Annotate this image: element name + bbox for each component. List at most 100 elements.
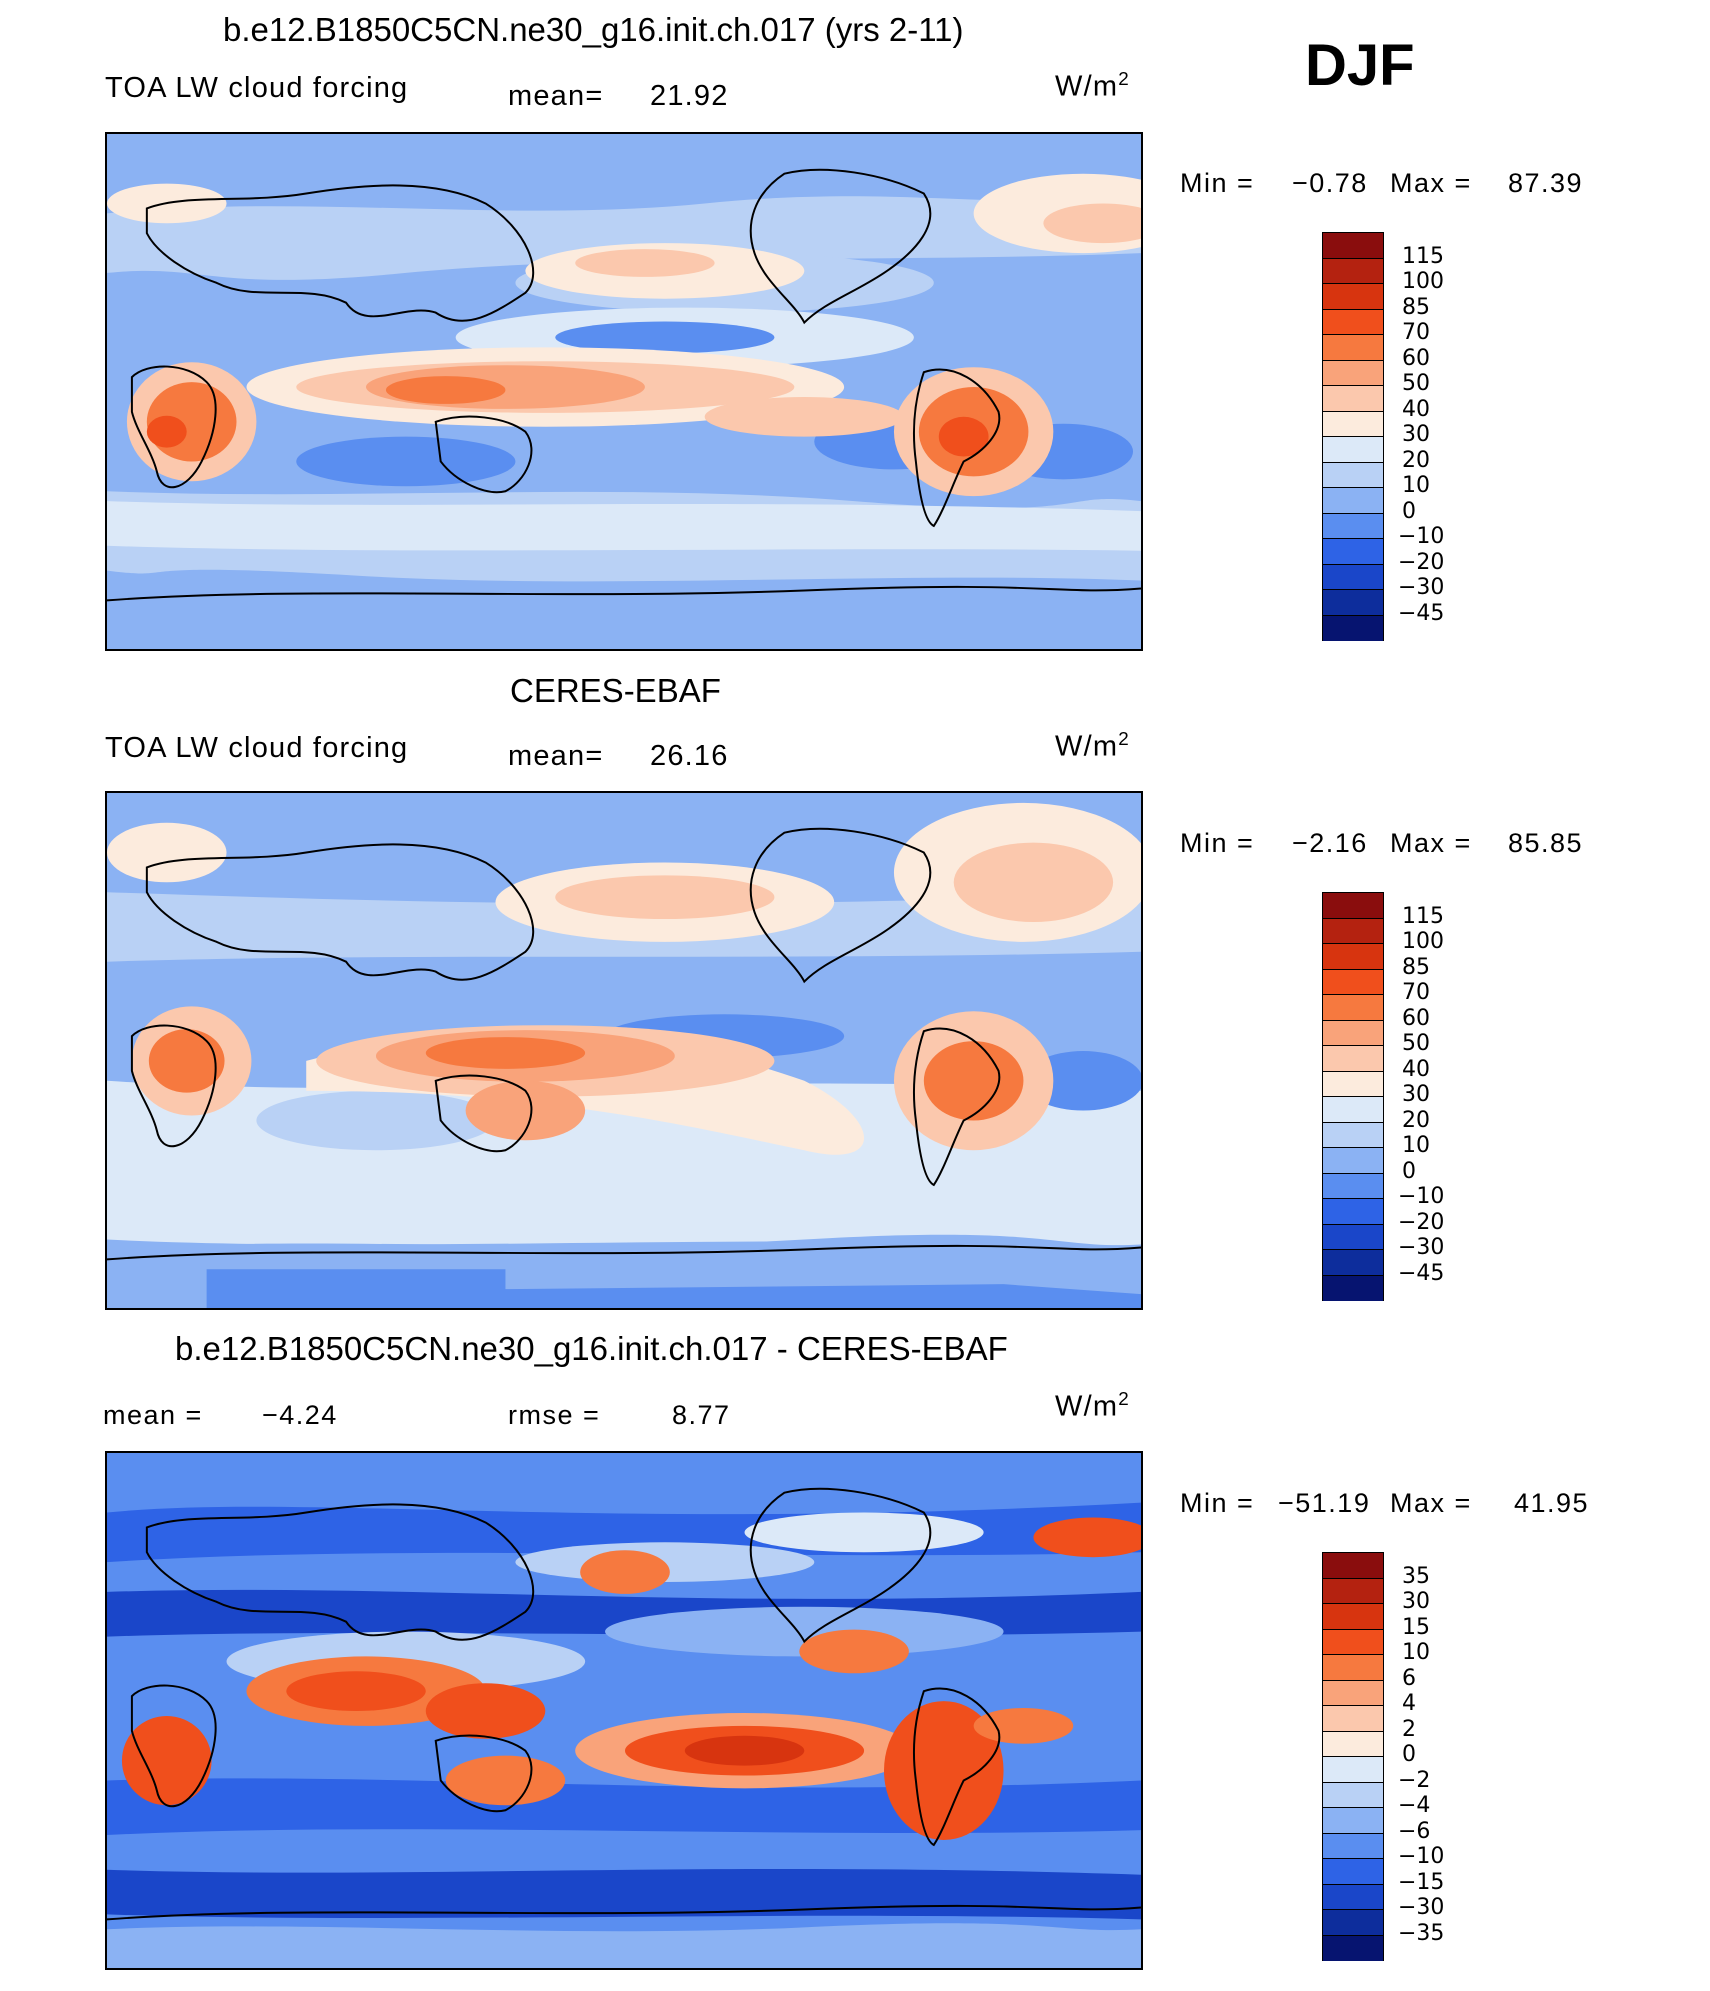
panel2-map-svg — [107, 793, 1141, 1308]
colorbar-swatch — [1322, 334, 1384, 361]
panel1-max-label: Max = — [1390, 168, 1472, 198]
colorbar-tick-label: −4 — [1398, 1793, 1431, 1818]
panel3-min-label: Min = — [1180, 1488, 1255, 1518]
panel3-mean-label: mean = — [103, 1400, 203, 1430]
colorbar-tick-label: 20 — [1402, 1107, 1430, 1133]
panel3-rmse-label: rmse = — [508, 1400, 601, 1430]
panel3-max-label: Max = — [1390, 1488, 1472, 1518]
panel1-map-svg — [107, 134, 1141, 649]
colorbar-swatch — [1322, 308, 1384, 335]
colorbar-tick-label: 10 — [1402, 473, 1430, 498]
colorbar-swatch — [1322, 1628, 1384, 1655]
panel1-min-value: −0.78 — [1292, 168, 1368, 198]
colorbar-swatch — [1322, 410, 1384, 437]
colorbar-tick-label: −15 — [1398, 1869, 1445, 1895]
colorbar-tick-label: −20 — [1398, 549, 1445, 575]
colorbar-swatch — [1322, 968, 1384, 995]
colorbar-swatch — [1322, 487, 1384, 514]
panel1-min-label: Min = — [1180, 168, 1255, 198]
panel2-max-label: Max = — [1390, 828, 1472, 858]
colorbar-swatch — [1322, 1730, 1384, 1757]
colorbar-swatch — [1322, 232, 1384, 259]
colorbar-tick-label: 115 — [1402, 243, 1444, 269]
colorbar-swatch — [1322, 1121, 1384, 1148]
panel2-min-label: Min = — [1180, 828, 1255, 858]
colorbar-tick-label: 4 — [1402, 1691, 1416, 1716]
colorbar-tick-label: 70 — [1402, 980, 1430, 1005]
colorbar-swatch — [1322, 589, 1384, 616]
colorbar-tick-label: −2 — [1398, 1767, 1431, 1793]
colorbar-swatch — [1322, 1705, 1384, 1732]
panel1-units: W/m2 — [1055, 68, 1130, 103]
panel2-title: CERES-EBAF — [510, 672, 721, 709]
colorbar-tick-label: −10 — [1398, 1184, 1445, 1209]
colorbar-tick-label: 40 — [1402, 396, 1430, 422]
colorbar-tick-label: −6 — [1398, 1818, 1431, 1844]
colorbar-swatch — [1322, 512, 1384, 539]
colorbar-swatch — [1322, 1679, 1384, 1706]
panel2-max-value: 85.85 — [1508, 828, 1584, 858]
colorbar-swatch — [1322, 1249, 1384, 1276]
colorbar-tick-label: 10 — [1402, 1640, 1430, 1665]
colorbar-tick-label: −30 — [1398, 1235, 1445, 1260]
colorbar-tick-label: −30 — [1398, 575, 1445, 600]
colorbar-tick-label: 2 — [1402, 1716, 1416, 1742]
panel2-map — [105, 791, 1143, 1310]
colorbar-tick-label: 100 — [1402, 929, 1444, 954]
colorbar-swatch — [1322, 1781, 1384, 1808]
colorbar-tick-label: 85 — [1402, 954, 1430, 980]
colorbar-tick-label: 60 — [1402, 1005, 1430, 1031]
colorbar-swatch — [1322, 1147, 1384, 1174]
colorbar-tick-label: 10 — [1402, 1133, 1430, 1158]
panel1-map — [105, 132, 1143, 651]
colorbar-tick-label: 50 — [1402, 371, 1430, 396]
panel3-units: W/m2 — [1055, 1388, 1130, 1423]
colorbar-tick-label: −10 — [1398, 524, 1445, 549]
colorbar-tick-label: 100 — [1402, 269, 1444, 294]
season-label: DJF — [1305, 33, 1415, 98]
colorbar-swatch — [1322, 1198, 1384, 1225]
colorbar-swatch — [1322, 614, 1384, 641]
colorbar-tick-label: −45 — [1398, 600, 1445, 626]
colorbar-swatch — [1322, 1070, 1384, 1097]
colorbar-swatch — [1322, 538, 1384, 565]
colorbar-tick-label: −20 — [1398, 1209, 1445, 1235]
panel3-colorbar: 35 30 15 10 6 4 2 0 −2 −4 −6 −10 −15 −30 −35 — [1322, 1552, 1444, 1961]
colorbar-swatch — [1322, 994, 1384, 1021]
panel3-map-svg — [107, 1453, 1141, 1968]
colorbar-tick-label: 50 — [1402, 1031, 1430, 1056]
colorbar-swatch — [1322, 257, 1384, 284]
colorbar-swatch — [1322, 436, 1384, 463]
colorbar-tick-label: 115 — [1402, 903, 1444, 929]
panel1-variable-label: TOA LW cloud forcing — [105, 72, 409, 104]
colorbar-swatch — [1322, 563, 1384, 590]
panel1-colorbar: 115 100 85 70 60 50 40 30 20 10 0 −10 −20 −30 −45 — [1322, 232, 1444, 641]
panel1-max-value: 87.39 — [1508, 168, 1584, 198]
colorbar-swatch — [1322, 1883, 1384, 1910]
colorbar-swatch — [1322, 1909, 1384, 1936]
panel2-mean-label: mean= — [508, 740, 604, 772]
colorbar-tick-label: 0 — [1402, 1158, 1416, 1184]
colorbar-swatch — [1322, 1756, 1384, 1783]
colorbar-swatch — [1322, 1552, 1384, 1579]
colorbar-swatch — [1322, 892, 1384, 919]
colorbar-tick-label: 30 — [1402, 422, 1430, 447]
panel3-max-value: 41.95 — [1514, 1488, 1590, 1518]
colorbar-swatch — [1322, 1807, 1384, 1834]
panel1-mean-label: mean= — [508, 80, 604, 112]
colorbar-tick-label: 30 — [1402, 1589, 1430, 1614]
panel1-mean-value: 21.92 — [650, 80, 729, 112]
colorbar-swatch — [1322, 1045, 1384, 1072]
panel2-mean-value: 26.16 — [650, 740, 729, 772]
colorbar-tick-label: 6 — [1402, 1665, 1416, 1691]
panel3-mean-value: −4.24 — [262, 1400, 338, 1430]
colorbar-swatch — [1322, 1019, 1384, 1046]
colorbar-swatch — [1322, 1172, 1384, 1199]
panel3-title: b.e12.B1850C5CN.ne30_g16.init.ch.017 - C… — [175, 1330, 1008, 1367]
colorbar-tick-label: 85 — [1402, 294, 1430, 320]
colorbar-swatch — [1322, 1603, 1384, 1630]
colorbar-tick-label: −35 — [1398, 1920, 1445, 1946]
colorbar-swatch — [1322, 461, 1384, 488]
colorbar-swatch — [1322, 1223, 1384, 1250]
panel3-map — [105, 1451, 1143, 1970]
